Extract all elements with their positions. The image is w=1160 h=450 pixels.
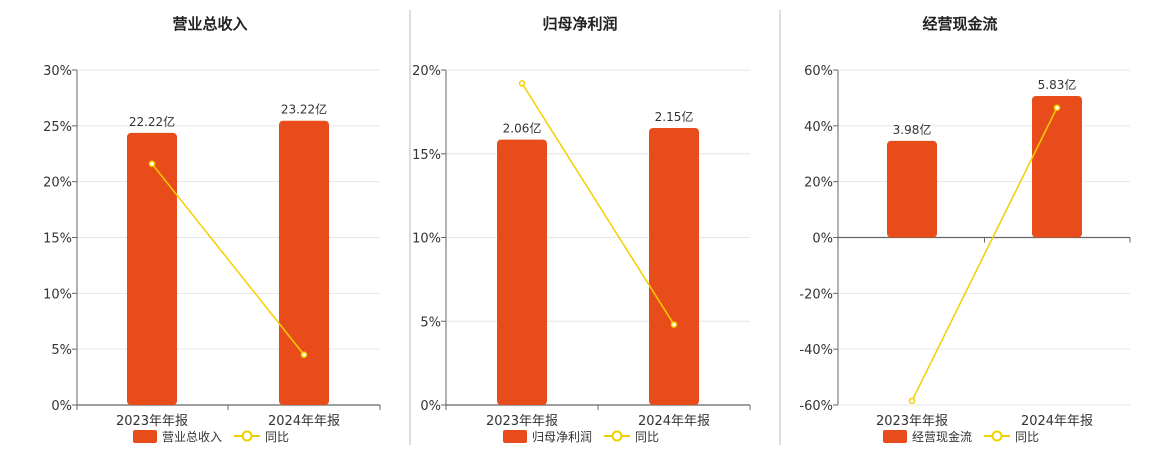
y-tick-label: 25%	[43, 120, 72, 135]
legend-bar-swatch	[133, 430, 157, 443]
legend-line-marker	[991, 430, 1003, 442]
y-tick-label: 0%	[51, 399, 72, 414]
legend-bar-label: 归母净利润	[532, 430, 592, 444]
x-tick-label: 2024年年报	[638, 414, 710, 429]
y-tick-label: 30%	[43, 64, 72, 79]
chart-title: 归母净利润	[542, 15, 617, 33]
y-tick-label: 20%	[412, 64, 441, 79]
bar-data-label: 2.06亿	[503, 121, 542, 136]
legend-line-label: 同比	[635, 430, 659, 444]
x-tick-label: 2023年年报	[486, 414, 558, 429]
x-tick-label: 2023年年报	[116, 414, 188, 429]
chart-title: 营业总收入	[172, 15, 247, 33]
y-tick-label: 20%	[43, 176, 72, 191]
bar	[279, 120, 329, 405]
bar	[1032, 95, 1082, 238]
x-tick-label: 2023年年报	[876, 414, 948, 429]
x-tick-label: 2024年年报	[268, 414, 340, 429]
legend-line-marker	[611, 430, 623, 442]
y-tick-label: 0%	[812, 232, 833, 247]
yoy-point	[518, 80, 526, 87]
legend-line-label: 同比	[1015, 430, 1039, 444]
y-tick-label: 15%	[412, 148, 441, 163]
y-tick-label: 60%	[804, 64, 833, 79]
y-tick-label: 5%	[51, 343, 72, 358]
legend-bar-swatch	[503, 430, 527, 443]
yoy-line	[521, 83, 675, 325]
yoy-point	[670, 321, 678, 328]
y-tick-label: 10%	[43, 287, 72, 302]
bar	[649, 127, 699, 405]
legend-bar-label: 经营现金流	[912, 429, 972, 444]
legend-bar-swatch	[883, 430, 907, 443]
bar	[887, 140, 937, 238]
yoy-point	[908, 397, 916, 405]
y-tick-label: -20%	[799, 287, 833, 302]
yoy-line	[911, 107, 1058, 402]
x-tick-label: 2024年年报	[1021, 414, 1093, 429]
bar-data-label: 22.22亿	[129, 114, 175, 129]
bar-data-label: 3.98亿	[893, 122, 932, 137]
y-tick-label: -40%	[799, 343, 833, 358]
y-tick-label: 5%	[420, 315, 441, 330]
y-tick-label: 20%	[804, 176, 833, 191]
legend-bar-label: 营业总收入	[162, 430, 222, 444]
bar-data-label: 5.83亿	[1038, 77, 1077, 92]
y-tick-label: -60%	[799, 399, 833, 414]
y-tick-label: 0%	[420, 399, 441, 414]
legend-line-marker	[241, 430, 253, 442]
bar-data-label: 23.22亿	[281, 102, 327, 117]
y-tick-label: 40%	[804, 120, 833, 135]
bar	[127, 132, 177, 405]
bar-data-label: 2.15亿	[655, 109, 694, 124]
y-tick-label: 15%	[43, 232, 72, 247]
yoy-line	[151, 163, 305, 356]
yoy-point	[300, 351, 308, 358]
legend-line-label: 同比	[265, 430, 289, 444]
yoy-point	[1053, 104, 1061, 111]
y-tick-label: 10%	[412, 232, 441, 247]
bar	[497, 139, 547, 406]
yoy-point	[148, 160, 156, 168]
chart-title: 经营现金流	[922, 15, 997, 33]
